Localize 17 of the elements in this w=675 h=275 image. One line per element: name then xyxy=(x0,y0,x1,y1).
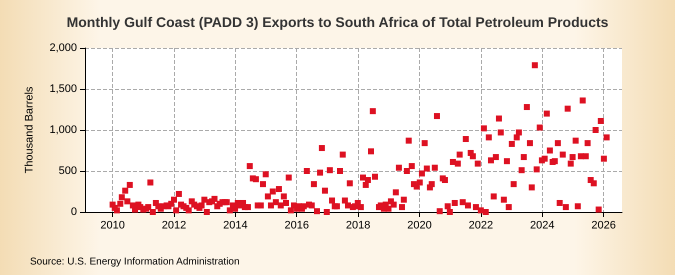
x-tick-label: 2014 xyxy=(223,220,248,232)
x-tick-label: 2026 xyxy=(591,220,616,232)
source-note: Source: U.S. Energy Information Administration xyxy=(30,256,240,268)
chart-title: Monthly Gulf Coast (PADD 3) Exports to South Africa of Total Petroleum Products xyxy=(66,14,609,30)
x-tick-label: 2024 xyxy=(530,220,554,232)
y-tick-label: 1,000 xyxy=(49,124,77,136)
x-tick-label: 2010 xyxy=(100,220,125,232)
y-tick-label: 500 xyxy=(58,165,77,177)
y-tick-label: 2,000 xyxy=(49,42,77,54)
y-axis-title: Thousand Barrels xyxy=(24,86,36,174)
y-tick-label: 1,500 xyxy=(49,83,77,95)
x-tick-label: 2012 xyxy=(162,220,186,232)
x-tick-label: 2020 xyxy=(407,220,432,232)
x-tick-label: 2016 xyxy=(284,220,309,232)
x-tick-label: 2018 xyxy=(346,220,370,232)
x-tick-label: 2022 xyxy=(468,220,494,232)
y-tick-label: 0 xyxy=(70,206,77,218)
